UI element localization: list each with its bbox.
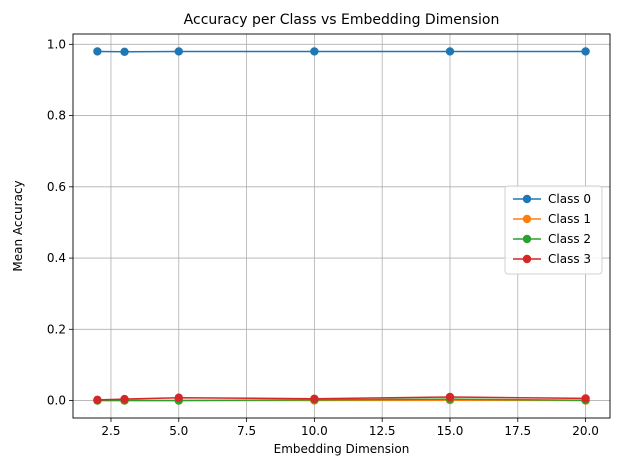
data-point: [445, 47, 455, 56]
chart-title: Accuracy per Class vs Embedding Dimensio…: [184, 12, 500, 28]
data-point: [581, 47, 590, 56]
data-point: [120, 394, 129, 404]
legend-label: Class 2: [548, 232, 591, 246]
series-0: [93, 47, 590, 57]
legend: Class 0 Class 1 Class 2 Class 3: [504, 185, 603, 275]
legend-marker: [522, 234, 532, 244]
data-point: [120, 47, 129, 57]
data-point: [93, 47, 102, 56]
y-axis-label: Mean Accuracy: [11, 180, 25, 271]
x-tick-label: 15.0: [437, 424, 464, 438]
series-3: [93, 392, 590, 405]
x-tick-label: 17.5: [504, 424, 531, 438]
data-point: [174, 393, 183, 402]
x-tick-label: 7.5: [237, 424, 256, 438]
legend-marker: [522, 254, 532, 264]
y-axis: 0.0 0.2 0.4 0.6 0.8 1.0: [47, 37, 73, 408]
x-axis-label: Embedding Dimension: [274, 442, 410, 456]
x-tick-label: 5.0: [169, 424, 188, 438]
series-group: [93, 47, 590, 405]
legend-label: Class 0: [548, 192, 591, 206]
x-tick-label: 12.5: [369, 424, 396, 438]
data-point: [174, 47, 183, 56]
y-tick-label: 0.0: [47, 394, 66, 408]
y-tick-label: 0.8: [47, 109, 66, 123]
y-tick-label: 1.0: [47, 37, 66, 51]
data-point: [93, 395, 102, 405]
legend-marker: [522, 194, 532, 204]
legend-label: Class 1: [548, 212, 591, 226]
data-point: [310, 47, 319, 56]
plot-frame: [72, 33, 611, 419]
legend-marker: [522, 214, 532, 224]
x-tick-label: 2.5: [101, 424, 120, 438]
data-point: [445, 392, 455, 402]
legend-box: [504, 185, 603, 275]
data-point: [310, 394, 319, 403]
series-line: [97, 396, 586, 401]
x-tick-label: 10.0: [301, 424, 328, 438]
x-axis: 2.5 5.0 7.5 10.0 12.5 15.0 17.5 20.0: [101, 418, 599, 438]
y-tick-label: 0.2: [47, 322, 66, 336]
y-tick-label: 0.4: [47, 251, 66, 265]
data-point: [581, 394, 590, 403]
x-tick-label: 20.0: [572, 424, 599, 438]
series-line: [97, 398, 586, 402]
legend-label: Class 3: [548, 252, 591, 266]
y-tick-label: 0.6: [47, 180, 66, 194]
